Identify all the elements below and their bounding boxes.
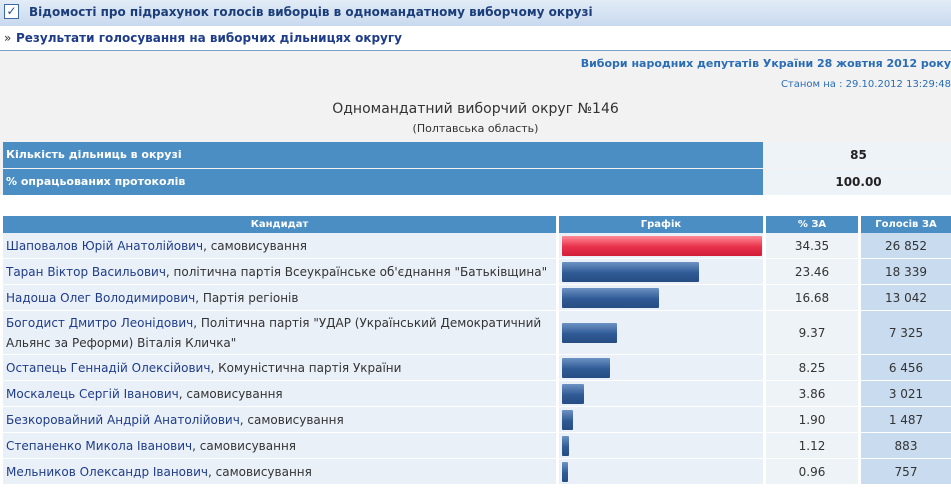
stat-value: 85 [766, 142, 951, 168]
votes-cell: 6 456 [861, 355, 951, 381]
candidate-name: Таран Віктор Васильович [6, 264, 166, 279]
window-title-bar: ✓ Відомості про підрахунок голосів вибор… [0, 0, 951, 27]
vote-share-bar [562, 322, 617, 343]
checkbox-checked-icon: ✓ [4, 4, 19, 19]
column-header-percent: % ЗА [766, 216, 861, 233]
table-row: Шаповалов Юрій Анатолійович, самовисуван… [3, 233, 951, 259]
vote-share-bar-leader [562, 235, 762, 256]
percent-cell: 34.35 [766, 233, 861, 259]
graph-cell [559, 233, 766, 259]
stat-label: Кількість дільниць в окрузі [3, 142, 763, 168]
candidate-party: , самовисування [203, 238, 307, 253]
as-of-timestamp: Станом на : 29.10.2012 13:29:48 [780, 79, 951, 90]
polling-stations-results-link[interactable]: Результати голосування на виборчих дільн… [16, 31, 402, 45]
candidate-cell: Таран Віктор Васильович, політична парті… [3, 259, 559, 285]
breadcrumb: » Результати голосування на виборчих діл… [0, 26, 951, 51]
candidate-cell: Мельников Олександр Іванович, самовисува… [3, 459, 559, 485]
candidate-party: , політична партія Всеукраїнське об'єдна… [165, 264, 548, 279]
candidate-party: , самовисування [178, 386, 283, 401]
district-title: Одномандатний виборчий округ №146 [332, 101, 619, 117]
votes-cell: 1 487 [861, 407, 951, 433]
column-header-candidate: Кандидат [3, 216, 559, 233]
graph-cell [559, 355, 766, 381]
candidate-name: Москалець Сергій Іванович [6, 386, 179, 401]
stat-row-protocols: % опрацьованих протоколів 100.00 [0, 169, 951, 195]
candidate-party: , Партія регіонів [195, 290, 299, 305]
candidate-party: , Політична партія "УДАР (Український Де… [6, 315, 542, 350]
percent-cell: 23.46 [766, 259, 861, 285]
percent-cell: 16.68 [766, 285, 861, 311]
candidate-cell: Богодист Дмитро Леонідович, Політична па… [3, 311, 559, 355]
stat-row-precincts: Кількість дільниць в окрузі 85 [0, 142, 951, 168]
votes-cell: 3 021 [861, 381, 951, 407]
candidate-party: , самовисування [239, 412, 344, 427]
column-header-graph: Графік [559, 216, 766, 233]
percent-cell: 1.90 [766, 407, 861, 433]
graph-cell [559, 433, 766, 459]
votes-cell: 7 325 [861, 311, 951, 355]
candidate-cell: Безкоровайний Андрій Анатолійович, самов… [3, 407, 559, 433]
region-subtitle: (Полтавська область) [412, 122, 539, 135]
table-row: Степаненко Микола Іванович, самовисуванн… [3, 433, 951, 459]
graph-cell [559, 407, 766, 433]
candidate-cell: Степаненко Микола Іванович, самовисуванн… [3, 433, 559, 459]
candidate-name: Надоша Олег Володимирович [6, 290, 196, 305]
candidate-party: , самовисування [207, 464, 312, 479]
candidate-party: , Комуністична партія України [210, 360, 402, 375]
votes-cell: 18 339 [861, 259, 951, 285]
elections-title: Вибори народних депутатів України 28 жов… [580, 57, 951, 70]
vote-share-bar [562, 435, 569, 456]
candidate-name: Мельников Олександр Іванович [6, 464, 208, 479]
votes-cell: 757 [861, 459, 951, 485]
candidate-name: Шаповалов Юрій Анатолійович [6, 238, 204, 253]
votes-cell: 26 852 [861, 233, 951, 259]
candidate-name: Остапець Геннадій Олексійович [6, 360, 211, 375]
column-header-votes: Голосів ЗА [861, 216, 951, 233]
percent-cell: 3.86 [766, 381, 861, 407]
percent-cell: 8.25 [766, 355, 861, 381]
votes-cell: 883 [861, 433, 951, 459]
percent-cell: 0.96 [766, 459, 861, 485]
page-title: Відомості про підрахунок голосів виборці… [29, 5, 593, 19]
vote-share-bar [562, 287, 659, 308]
candidate-cell: Москалець Сергій Іванович, самовисування [3, 381, 559, 407]
table-row: Безкоровайний Андрій Анатолійович, самов… [3, 407, 951, 433]
candidate-name: Безкоровайний Андрій Анатолійович [6, 412, 240, 427]
percent-cell: 9.37 [766, 311, 861, 355]
vote-share-bar [562, 461, 568, 482]
percent-cell: 1.12 [766, 433, 861, 459]
results-table: Кандидат Графік % ЗА Голосів ЗА Шаповало… [3, 216, 951, 485]
vote-share-bar [562, 261, 699, 282]
vote-share-bar [562, 383, 584, 404]
table-row: Надоша Олег Володимирович, Партія регіон… [3, 285, 951, 311]
table-header-row: Кандидат Графік % ЗА Голосів ЗА [3, 216, 951, 233]
graph-cell [559, 381, 766, 407]
graph-cell [559, 459, 766, 485]
stat-label: % опрацьованих протоколів [3, 169, 763, 195]
graph-cell [559, 259, 766, 285]
candidate-cell: Надоша Олег Володимирович, Партія регіон… [3, 285, 559, 311]
table-row: Богодист Дмитро Леонідович, Політична па… [3, 311, 951, 355]
vote-share-bar [562, 409, 573, 430]
table-row: Таран Віктор Васильович, політична парті… [3, 259, 951, 285]
candidate-cell: Остапець Геннадій Олексійович, Комуністи… [3, 355, 559, 381]
raquo-icon: » [4, 31, 12, 45]
vote-share-bar [562, 357, 610, 378]
candidate-name: Богодист Дмитро Леонідович [6, 315, 194, 330]
table-row: Остапець Геннадій Олексійович, Комуністи… [3, 355, 951, 381]
graph-cell [559, 285, 766, 311]
candidate-cell: Шаповалов Юрій Анатолійович, самовисуван… [3, 233, 559, 259]
candidate-name: Степаненко Микола Іванович [6, 438, 193, 453]
table-row: Мельников Олександр Іванович, самовисува… [3, 459, 951, 485]
table-row: Москалець Сергій Іванович, самовисування… [3, 381, 951, 407]
graph-cell [559, 311, 766, 355]
candidate-party: , самовисування [192, 438, 297, 453]
stat-value: 100.00 [766, 169, 951, 195]
votes-cell: 13 042 [861, 285, 951, 311]
